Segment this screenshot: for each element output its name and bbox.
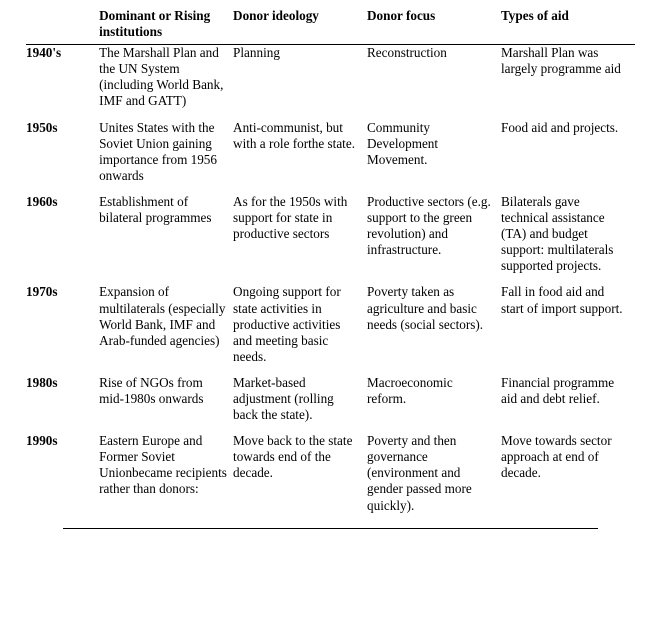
- cell-aid: Marshall Plan was largely programme aid: [501, 45, 635, 120]
- cell-ideology: As for the 1950s with support for state …: [233, 194, 367, 284]
- col-header-focus: Donor focus: [367, 8, 501, 45]
- table-row: 1970s Expansion of multilaterals (especi…: [26, 284, 635, 374]
- cell-ideology: Ongoing support for state activities in …: [233, 284, 367, 374]
- cell-institutions: Rise of NGOs from mid-1980s onwards: [99, 375, 233, 433]
- cell-focus: Macroeconomic reform.: [367, 375, 501, 433]
- table-row: 1990s Eastern Europe and Former Soviet U…: [26, 433, 635, 523]
- cell-ideology: Move back to the state towards end of th…: [233, 433, 367, 523]
- cell-decade: 1990s: [26, 433, 99, 523]
- table-row: 1960s Establishment of bilateral program…: [26, 194, 635, 284]
- cell-aid: Financial programme aid and debt relief.: [501, 375, 635, 433]
- col-header-aid: Types of aid: [501, 8, 635, 45]
- cell-decade: 1960s: [26, 194, 99, 284]
- bottom-rule: [63, 528, 599, 529]
- table-row: 1940's The Marshall Plan and the UN Syst…: [26, 45, 635, 120]
- cell-focus: Productive sectors (e.g. support to the …: [367, 194, 501, 284]
- table-row: 1950s Unites States with the Soviet Unio…: [26, 120, 635, 194]
- table-row: 1980s Rise of NGOs from mid-1980s onward…: [26, 375, 635, 433]
- cell-focus: Reconstruction: [367, 45, 501, 120]
- cell-ideology: Planning: [233, 45, 367, 120]
- page: Dominant or Rising institutions Donor id…: [0, 0, 653, 640]
- cell-institutions: Expansion of multilaterals (especially W…: [99, 284, 233, 374]
- col-header-decade: [26, 8, 99, 45]
- cell-decade: 1980s: [26, 375, 99, 433]
- cell-institutions: Establishment of bilateral programmes: [99, 194, 233, 284]
- cell-institutions: The Marshall Plan and the UN System (inc…: [99, 45, 233, 120]
- col-header-ideology: Donor ideology: [233, 8, 367, 45]
- col-header-institutions: Dominant or Rising institutions: [99, 8, 233, 45]
- cell-aid: Bilaterals gave technical assistance (TA…: [501, 194, 635, 284]
- cell-aid: Food aid and projects.: [501, 120, 635, 194]
- cell-focus: Poverty taken as agriculture and basic n…: [367, 284, 501, 374]
- cell-institutions: Eastern Europe and Former Soviet Unionbe…: [99, 433, 233, 523]
- cell-focus: Poverty and then governance (environment…: [367, 433, 501, 523]
- cell-focus: Community Development Movement.: [367, 120, 501, 194]
- cell-ideology: Anti-communist, but with a role forthe s…: [233, 120, 367, 194]
- cell-aid: Fall in food aid and start of import sup…: [501, 284, 635, 374]
- cell-decade: 1940's: [26, 45, 99, 120]
- cell-decade: 1950s: [26, 120, 99, 194]
- cell-ideology: Market-based adjustment (rolling back th…: [233, 375, 367, 433]
- table-body: 1940's The Marshall Plan and the UN Syst…: [26, 45, 635, 524]
- cell-institutions: Unites States with the Soviet Union gain…: [99, 120, 233, 194]
- table-header-row: Dominant or Rising institutions Donor id…: [26, 8, 635, 45]
- aid-history-table: Dominant or Rising institutions Donor id…: [26, 8, 635, 524]
- cell-decade: 1970s: [26, 284, 99, 374]
- cell-aid: Move towards sector approach at end of d…: [501, 433, 635, 523]
